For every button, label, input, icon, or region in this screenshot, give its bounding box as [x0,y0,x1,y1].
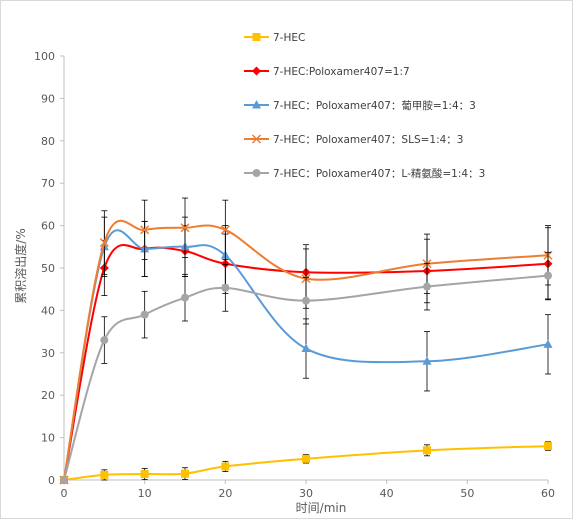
data-point [544,271,552,280]
legend-entry-3: 7-HEC：Poloxamer407：葡甲胺=1:4：3 [244,99,476,112]
data-point [301,343,311,353]
legend-label: 7-HEC：Poloxamer407：L-精氨酸=1:4：3 [273,167,485,180]
data-point [544,442,552,451]
legend-swatch-marker [251,134,262,144]
data-point [221,283,230,292]
marker-stroke [251,134,262,144]
y-tick-label: 80 [41,135,55,148]
y-tick-label: 10 [41,432,55,445]
legend-swatch-marker [252,169,261,177]
data-point [221,462,230,471]
legend-swatch-marker [252,33,261,41]
y-tick-label: 100 [34,50,55,63]
x-tick-label: 40 [380,487,394,500]
y-tick-label: 40 [41,304,55,317]
data-point [99,238,109,248]
series-1 [60,441,552,484]
y-tick-label: 90 [41,92,55,105]
legend: 7-HEC 7-HEC:Poloxamer407=1:7 7-HEC：Poloxam… [244,32,485,180]
legend-entry-1: 7-HEC [244,32,305,44]
legend-label: 7-HEC：Poloxamer407：葡甲胺=1:4：3 [273,99,476,112]
data-point [302,296,310,305]
x-tick-label: 0 [61,487,68,500]
y-tick-label: 60 [41,220,55,233]
y-tick-label: 30 [41,347,55,360]
data-point [180,223,190,233]
data-point [302,454,310,463]
data-point [140,470,149,479]
data-point [422,356,432,365]
x-tick-label: 60 [541,487,555,500]
legend-label: 7-HEC：Poloxamer407：SLS=1:4：3 [273,134,463,146]
data-point [140,310,149,319]
y-tick-label: 70 [41,177,55,190]
x-tick-label: 50 [460,487,474,500]
data-point [423,282,431,291]
y-tick-label: 20 [41,389,55,402]
x-tick-label: 10 [138,487,152,500]
data-point [181,469,189,478]
y-tick-label: 0 [48,474,55,487]
marker-stroke [180,223,190,233]
x-tick-label: 20 [218,487,232,500]
x-axis-title: 时间/min [296,501,347,515]
data-point [423,446,431,455]
series-5 [60,251,552,484]
data-point [181,293,189,302]
marker-stroke [220,225,230,235]
marker-stroke [99,238,109,248]
plot-area [59,197,553,485]
legend-entry-4: 7-HEC：Poloxamer407：SLS=1:4：3 [244,134,463,146]
data-point [543,339,553,348]
data-point [100,470,109,479]
legend-entry-2: 7-HEC:Poloxamer407=1:7 [244,66,410,78]
legend-label: 7-HEC:Poloxamer407=1:7 [273,66,410,78]
data-point [60,476,68,484]
legend-swatch-marker [252,66,261,76]
data-point [100,336,109,345]
x-tick-label: 30 [299,487,313,500]
data-point [220,225,230,235]
axes: 0 10 20 30 40 50 60 70 80 90 100 0 10 20 30 40 50 60 [34,50,555,500]
legend-entry-5: 7-HEC：Poloxamer407：L-精氨酸=1:4：3 [244,167,485,180]
legend-swatch-marker [252,100,261,109]
marker-stroke [140,225,150,235]
y-axis-title: 累积溶出度/% [13,228,28,303]
legend-label: 7-HEC [273,32,305,44]
data-point [140,225,150,235]
y-tick-label: 50 [41,262,55,275]
